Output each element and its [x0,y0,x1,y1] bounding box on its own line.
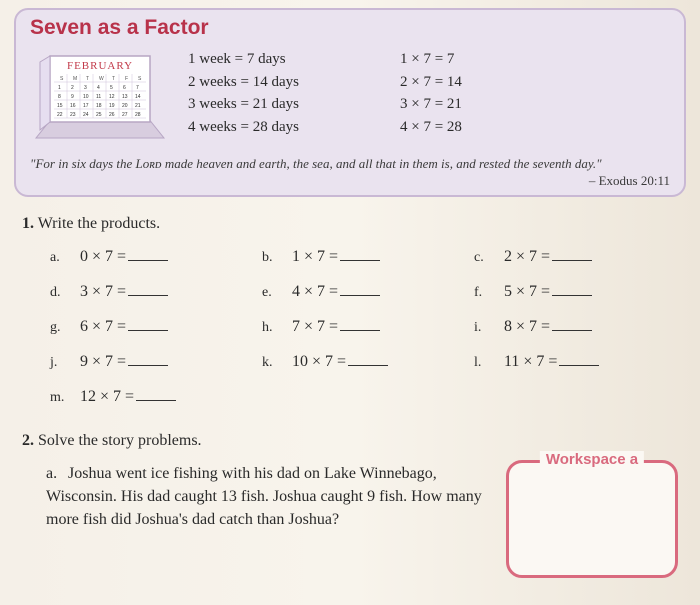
week-fact: 1 week = 7 days [188,48,348,71]
story-problem-text: a.Joshua went ice fishing with his dad o… [46,462,492,532]
scripture-attribution: – Exodus 20:11 [30,173,670,189]
svg-text:16: 16 [70,103,76,109]
product-item: e.4 × 7 = [262,280,466,301]
product-item: b.1 × 7 = [262,245,466,266]
workspace-box[interactable]: Workspace a [506,460,678,578]
svg-text:T: T [86,76,89,82]
product-item: f.5 × 7 = [474,280,678,301]
week-fact: 4 weeks = 28 days [188,116,348,139]
svg-text:6: 6 [123,85,126,91]
svg-text:7: 7 [136,85,139,91]
mult-fact: 3 × 7 = 21 [400,93,500,116]
product-item: c.2 × 7 = [474,245,678,266]
main-content: 1. Write the products. a.0 × 7 = b.1 × 7… [0,197,700,578]
svg-text:14: 14 [135,94,141,100]
lesson-header-box: Seven as a Factor FEBRUARY SMTWTFS [14,8,686,197]
calendar-month: FEBRUARY [67,60,133,72]
product-item: a.0 × 7 = [50,245,254,266]
product-item: i.8 × 7 = [474,315,678,336]
answer-blank[interactable] [348,350,388,366]
question-instruction: Solve the story problems. [38,432,202,449]
svg-text:9: 9 [71,94,74,100]
answer-blank[interactable] [128,245,168,261]
lesson-title: Seven as a Factor [30,16,670,40]
story-problem-row: a.Joshua went ice fishing with his dad o… [22,462,678,578]
svg-text:21: 21 [135,103,141,109]
answer-blank[interactable] [340,245,380,261]
svg-text:15: 15 [57,103,63,109]
svg-text:11: 11 [96,94,101,100]
svg-text:10: 10 [83,94,89,100]
answer-blank[interactable] [552,280,592,296]
mult-fact: 2 × 7 = 14 [400,71,500,94]
svg-text:17: 17 [83,103,89,109]
answer-blank[interactable] [559,350,599,366]
answer-blank[interactable] [136,385,176,401]
product-item: g.6 × 7 = [50,315,254,336]
svg-text:25: 25 [96,112,102,118]
question-1-heading: 1. Write the products. [22,215,678,233]
svg-text:18: 18 [96,103,102,109]
week-fact: 3 weeks = 21 days [188,93,348,116]
product-item: j.9 × 7 = [50,350,254,371]
svg-text:13: 13 [122,94,128,100]
facts-columns: 1 week = 7 days 2 weeks = 14 days 3 week… [188,42,500,138]
header-content: FEBRUARY SMTWTFS 1234567 891011121314 15… [30,42,670,149]
answer-blank[interactable] [340,280,380,296]
product-item: l.11 × 7 = [474,350,678,371]
svg-text:4: 4 [97,85,100,91]
product-item: m.12 × 7 = [50,385,254,406]
calendar-illustration: FEBRUARY SMTWTFS 1234567 891011121314 15… [30,42,170,149]
svg-text:W: W [99,76,104,82]
svg-text:28: 28 [135,112,141,118]
answer-blank[interactable] [128,350,168,366]
scripture-quote: "For in six days the Lᴏʀᴅ made heaven an… [30,155,670,173]
question-instruction: Write the products. [38,215,160,232]
svg-text:22: 22 [57,112,63,118]
svg-text:19: 19 [109,103,115,109]
week-fact: 2 weeks = 14 days [188,71,348,94]
svg-text:1: 1 [58,85,61,91]
svg-text:20: 20 [122,103,128,109]
question-number: 2. [22,432,34,449]
svg-text:5: 5 [110,85,113,91]
svg-text:12: 12 [109,94,115,100]
product-item: d.3 × 7 = [50,280,254,301]
svg-text:27: 27 [122,112,128,118]
svg-text:26: 26 [109,112,115,118]
product-item: h.7 × 7 = [262,315,466,336]
product-item: k.10 × 7 = [262,350,466,371]
svg-text:8: 8 [58,94,61,100]
svg-text:24: 24 [83,112,89,118]
workspace-label: Workspace a [540,451,644,468]
answer-blank[interactable] [128,315,168,331]
mult-fact: 4 × 7 = 28 [400,116,500,139]
question-number: 1. [22,215,34,232]
svg-text:2: 2 [71,85,74,91]
question-2-heading: 2. Solve the story problems. [22,432,678,450]
answer-blank[interactable] [128,280,168,296]
svg-text:F: F [125,76,128,82]
svg-text:3: 3 [84,85,87,91]
svg-text:T: T [112,76,115,82]
svg-text:23: 23 [70,112,76,118]
answer-blank[interactable] [552,315,592,331]
products-grid: a.0 × 7 = b.1 × 7 = c.2 × 7 = d.3 × 7 = … [50,245,678,406]
answer-blank[interactable] [340,315,380,331]
answer-blank[interactable] [552,245,592,261]
svg-text:M: M [73,76,77,82]
mult-fact: 1 × 7 = 7 [400,48,500,71]
